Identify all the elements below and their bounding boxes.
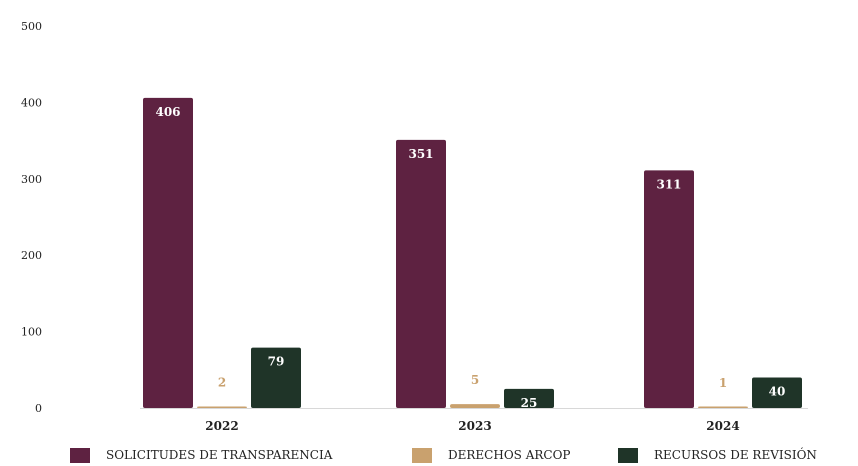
bar-recursos-de-revisi-n-2024 bbox=[752, 377, 802, 408]
data-label: 351 bbox=[408, 147, 433, 161]
legend-label: SOLICITUDES DE TRANSPARENCIA bbox=[106, 448, 333, 462]
bar-derechos-arcop-2024 bbox=[698, 406, 748, 408]
bar-solicitudes-de-transparencia-2024 bbox=[644, 170, 694, 408]
bar-solicitudes-de-transparencia-2022 bbox=[143, 97, 193, 408]
y-tick-label: 500 bbox=[21, 20, 42, 33]
bar-derechos-arcop-2023 bbox=[450, 404, 500, 408]
legend-swatch bbox=[618, 448, 638, 463]
data-label: 311 bbox=[656, 177, 681, 191]
x-axis: 2022 2023 2024 bbox=[140, 408, 808, 433]
y-tick-label: 400 bbox=[21, 96, 42, 109]
data-label: 406 bbox=[155, 105, 180, 119]
y-axis: 0 100 200 300 400 500 bbox=[21, 20, 42, 415]
data-label: 40 bbox=[769, 384, 786, 398]
legend-label: RECURSOS DE REVISIÓN bbox=[654, 446, 817, 462]
legend: SOLICITUDES DE TRANSPARENCIA DERECHOS ARC… bbox=[70, 446, 817, 463]
data-label: 1 bbox=[719, 376, 727, 390]
y-tick-label: 200 bbox=[21, 249, 42, 262]
y-tick-label: 100 bbox=[21, 326, 42, 339]
y-tick-label: 300 bbox=[21, 173, 42, 186]
bar-derechos-arcop-2022 bbox=[197, 406, 247, 408]
y-tick-label: 0 bbox=[35, 402, 42, 415]
x-category-label: 2023 bbox=[458, 419, 491, 433]
x-category-label: 2024 bbox=[706, 419, 739, 433]
bar-solicitudes-de-transparencia-2023 bbox=[396, 139, 446, 408]
data-label: 5 bbox=[471, 373, 479, 387]
legend-swatch bbox=[412, 448, 432, 463]
bar-recursos-de-revisi-n-2022 bbox=[251, 347, 301, 408]
x-category-label: 2022 bbox=[205, 419, 238, 433]
legend-label: DERECHOS ARCOP bbox=[448, 448, 571, 462]
legend-swatch bbox=[70, 448, 90, 463]
bar-recursos-de-revisi-n-2023 bbox=[504, 388, 554, 408]
data-label: 79 bbox=[268, 355, 285, 369]
data-label: 2 bbox=[218, 375, 226, 389]
data-label: 25 bbox=[521, 396, 538, 410]
